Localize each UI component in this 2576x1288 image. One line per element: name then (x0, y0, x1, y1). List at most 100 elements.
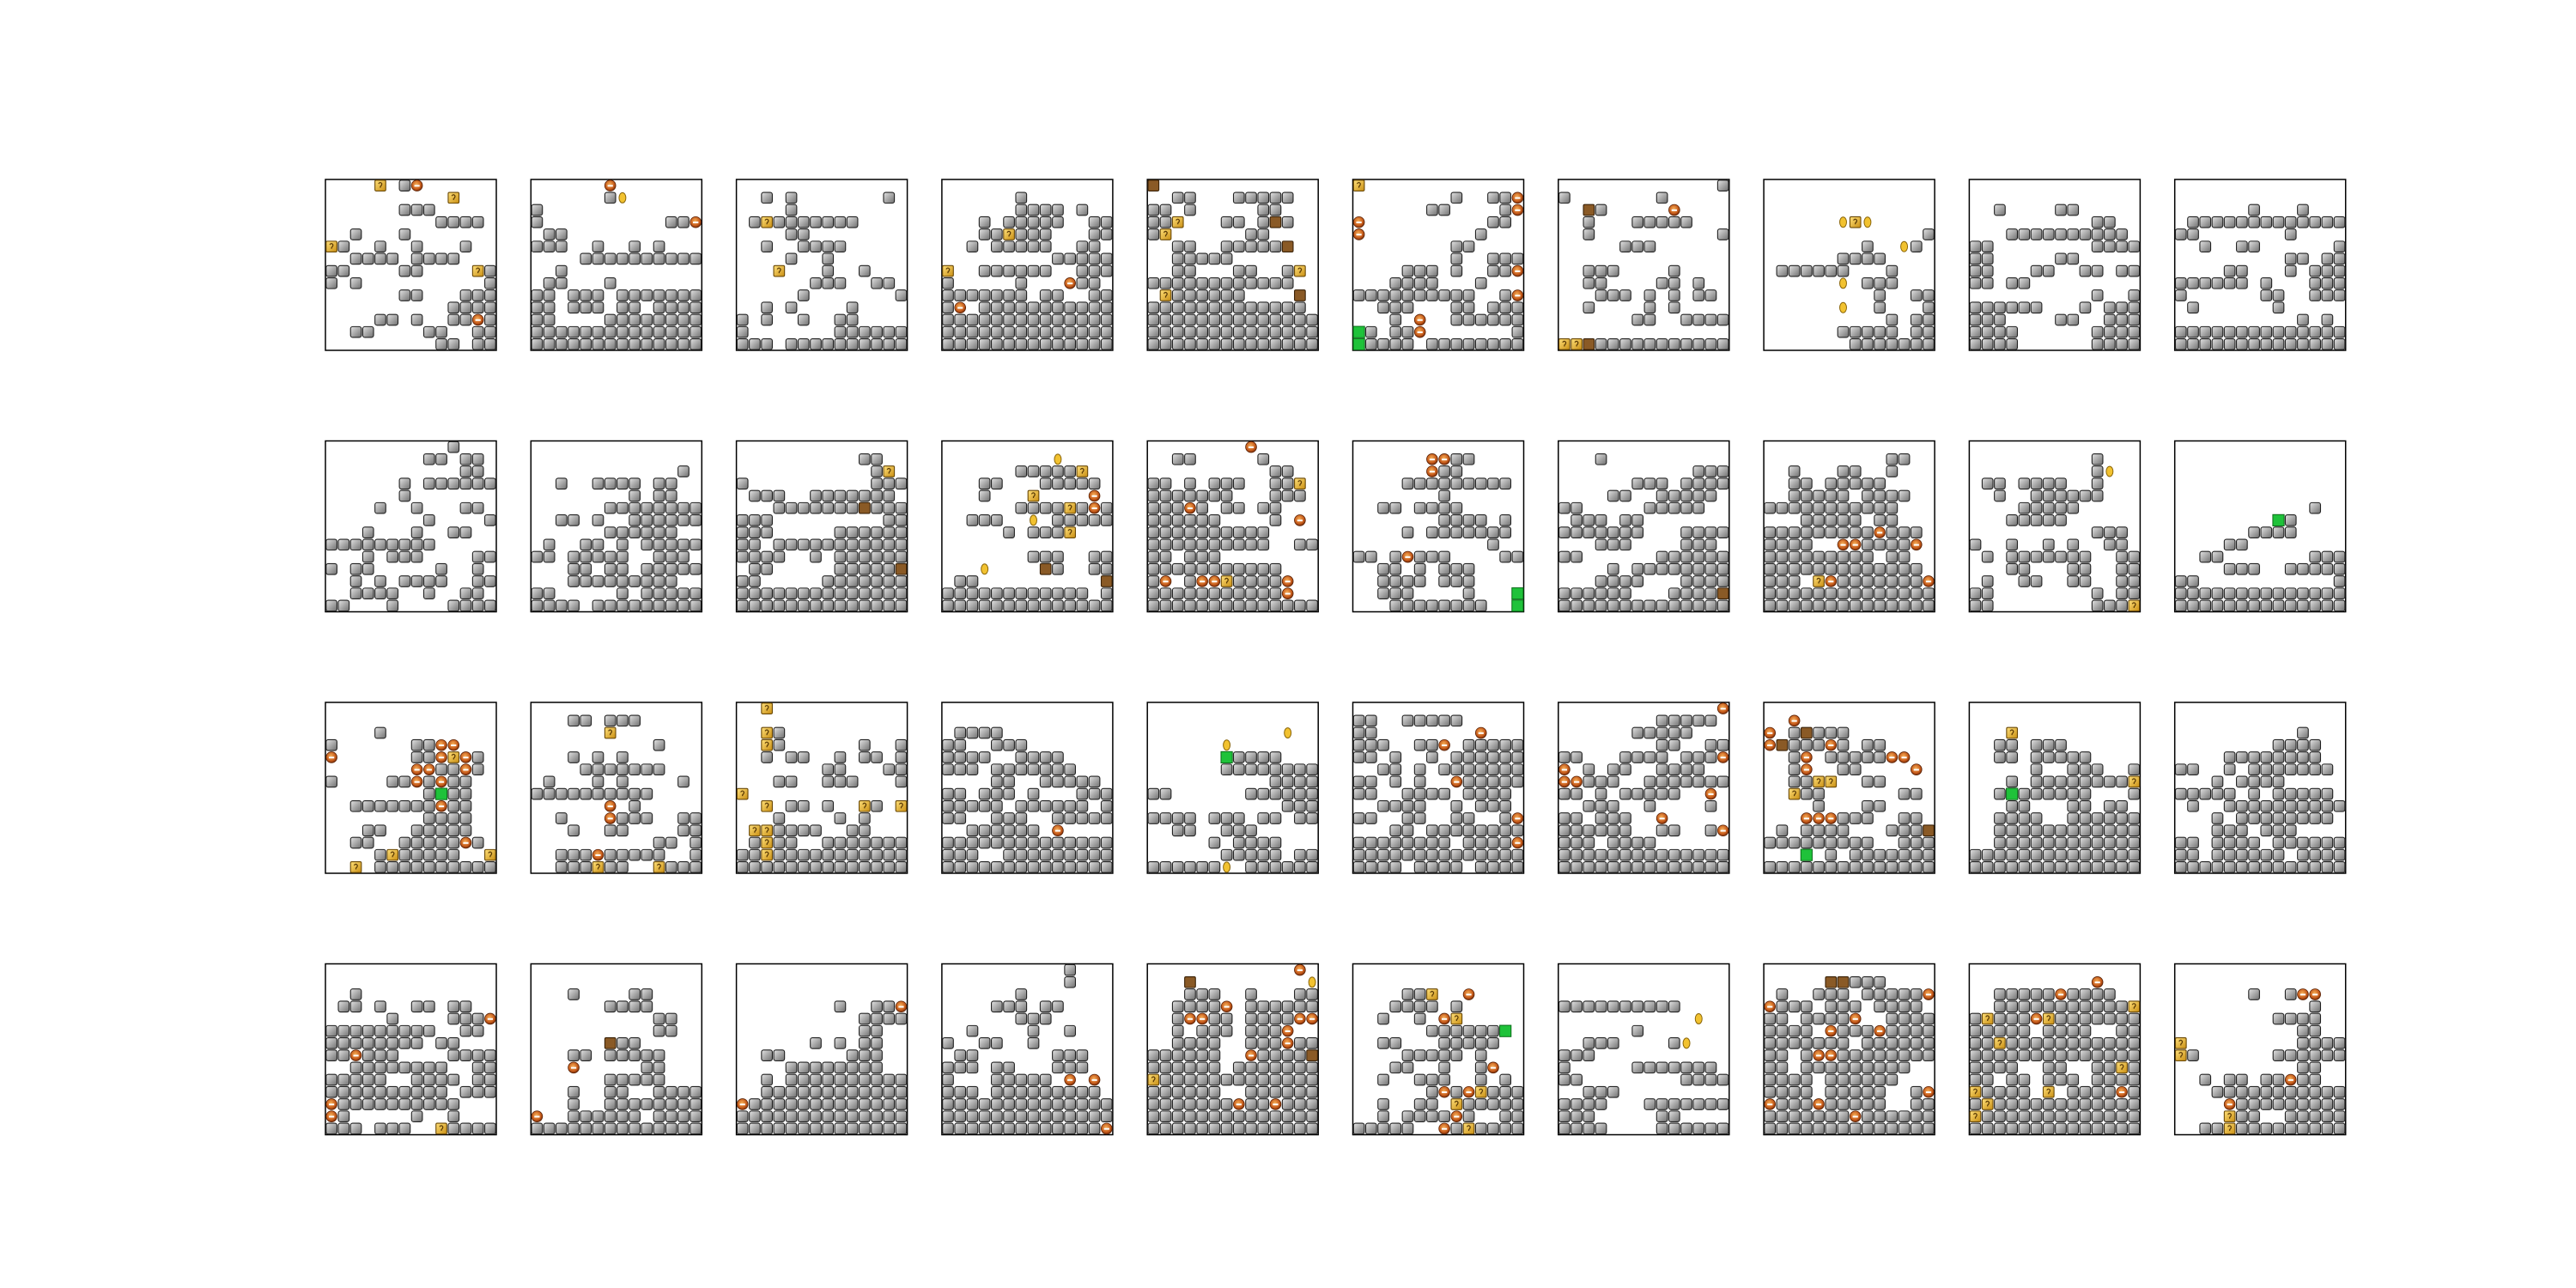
block-tile (435, 1073, 447, 1086)
block-tile (991, 514, 1003, 526)
block-tile (1910, 526, 1923, 538)
block-tile (2236, 338, 2248, 350)
block-tile (810, 501, 822, 514)
block-tile (1076, 1061, 1089, 1074)
block-tile (1788, 587, 1801, 600)
block-tile (2272, 763, 2285, 776)
block-tile (1668, 216, 1680, 228)
block-tile (2321, 1110, 2334, 1123)
block-tile (2321, 812, 2334, 824)
block-tile (1039, 1085, 1052, 1098)
block-tile (1438, 763, 1450, 776)
block-tile (1764, 1061, 1777, 1074)
block-tile (1281, 1085, 1294, 1098)
block-tile (1631, 726, 1644, 739)
block-tile (2104, 538, 2116, 551)
block-tile (1680, 501, 1692, 514)
block-tile (2104, 216, 2116, 228)
block-tile (325, 1037, 337, 1049)
block-tile (1015, 988, 1028, 1000)
block-tile (954, 848, 967, 861)
block-tile (410, 836, 423, 849)
block-tile (1052, 325, 1064, 338)
block-tile (2199, 787, 2212, 800)
block-tile (617, 550, 629, 563)
block-tile (604, 562, 617, 575)
block-tile (1499, 204, 1512, 216)
block-tile (641, 1098, 653, 1110)
block-tile (592, 575, 605, 587)
block-tile (883, 489, 896, 502)
block-tile (1788, 836, 1801, 849)
block-tile (954, 763, 967, 776)
enemy-eyes (1429, 471, 1436, 473)
block-tile (2187, 763, 2199, 776)
block-tile (858, 1073, 871, 1086)
block-tile (2067, 836, 2080, 849)
block-tile (2297, 313, 2309, 326)
block-tile (410, 738, 423, 751)
block-tile (1364, 1122, 1377, 1135)
block-tile (1426, 1024, 1438, 1037)
block-tile (1052, 550, 1064, 563)
block-tile (1196, 550, 1209, 563)
block-tile (1208, 477, 1221, 490)
enemy-eyes (463, 841, 469, 844)
block-tile (1656, 216, 1668, 228)
block-tile (1607, 763, 1619, 776)
brick-tile (1294, 289, 1306, 301)
block-tile (2309, 799, 2322, 812)
block-tile (1643, 477, 1656, 490)
block-tile (846, 1085, 859, 1098)
block-tile (1245, 276, 1257, 289)
block-tile (1692, 775, 1705, 788)
block-tile (1837, 988, 1850, 1000)
block-tile (797, 751, 810, 763)
block-tile (1776, 1073, 1789, 1086)
block-tile (1450, 191, 1463, 204)
block-tile (1511, 550, 1524, 563)
level-panel (941, 440, 1114, 613)
block-tile (2223, 848, 2236, 861)
enemy-eyes (1417, 319, 1423, 321)
block-tile (568, 289, 580, 301)
block-tile (736, 1122, 749, 1135)
block-tile (1076, 1122, 1089, 1135)
block-tile (386, 1049, 399, 1061)
block-tile (349, 587, 362, 600)
block-tile (1281, 301, 1294, 314)
block-tile (484, 1122, 496, 1135)
block-tile (1232, 477, 1245, 490)
enemy-eyes (1285, 1042, 1291, 1045)
block-tile (386, 1085, 399, 1098)
block-tile (653, 1122, 665, 1135)
block-tile (1269, 489, 1282, 502)
block-tile (1923, 338, 1935, 350)
block-tile (398, 204, 411, 216)
block-tile (1969, 1073, 1982, 1086)
enemy-eyes (1767, 744, 1773, 747)
block-tile (349, 562, 362, 575)
block-tile (604, 599, 617, 612)
block-tile (2321, 861, 2334, 873)
block-tile (2211, 787, 2224, 800)
block-tile (1450, 1037, 1463, 1049)
block-tile (677, 514, 690, 526)
block-tile (1088, 514, 1101, 526)
block-tile (2321, 338, 2334, 350)
block-tile (374, 1024, 386, 1037)
block-tile (1800, 599, 1813, 612)
block-tile (1438, 562, 1450, 575)
block-tile (1656, 714, 1668, 727)
enemy-eyes (475, 319, 481, 321)
block-tile (1269, 325, 1282, 338)
block-tile (1052, 338, 1064, 350)
enemy-eyes (1187, 1018, 1194, 1020)
block-tile (991, 587, 1003, 600)
block-tile (749, 861, 761, 873)
block-tile (858, 824, 871, 837)
block-tile (1680, 1098, 1692, 1110)
block-tile (1886, 550, 1899, 563)
block-tile (761, 599, 773, 612)
block-tile (361, 1098, 374, 1110)
